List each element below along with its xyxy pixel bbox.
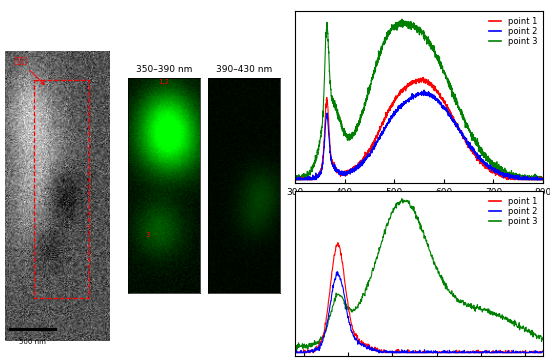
- Text: 350–390 nm: 350–390 nm: [136, 65, 192, 74]
- X-axis label: wavelength (nm): wavelength (nm): [377, 200, 461, 210]
- Legend: point 1, point 2, point 3: point 1, point 2, point 3: [487, 195, 539, 228]
- Text: 500 nm: 500 nm: [19, 339, 46, 345]
- Text: 転位線: 転位線: [13, 56, 44, 84]
- Bar: [35, 80, 89, 297]
- Text: 390–430 nm: 390–430 nm: [216, 65, 272, 74]
- Text: 1,2: 1,2: [158, 79, 169, 86]
- Text: 3: 3: [146, 232, 150, 238]
- Legend: point 1, point 2, point 3: point 1, point 2, point 3: [487, 15, 539, 48]
